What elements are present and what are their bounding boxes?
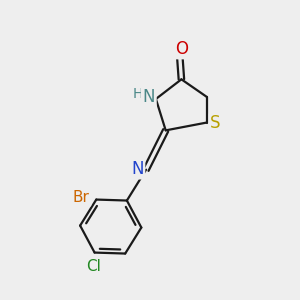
Text: N: N [142,88,155,106]
Text: S: S [210,114,221,132]
Text: H: H [133,87,143,101]
Text: N: N [131,160,144,178]
Text: Cl: Cl [86,259,101,274]
Text: O: O [175,40,188,58]
Text: Br: Br [73,190,90,205]
